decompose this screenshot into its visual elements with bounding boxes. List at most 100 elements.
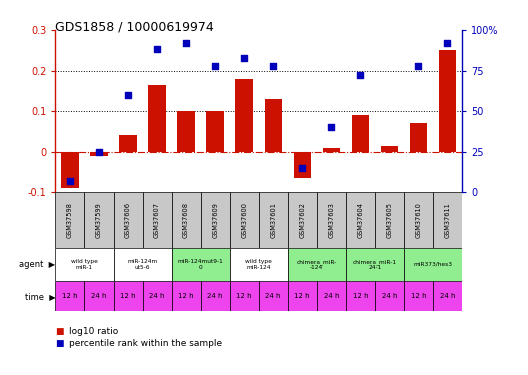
Bar bbox=[177, 111, 195, 152]
Text: 12 h: 12 h bbox=[353, 293, 368, 299]
Point bbox=[443, 40, 451, 46]
Text: miR-124mut9-1
0: miR-124mut9-1 0 bbox=[178, 259, 223, 270]
Text: GSM37602: GSM37602 bbox=[299, 202, 305, 238]
Bar bbox=[172, 192, 201, 248]
Text: miR373/hes3: miR373/hes3 bbox=[413, 262, 452, 267]
Bar bbox=[288, 192, 317, 248]
Bar bbox=[55, 281, 84, 311]
Bar bbox=[172, 248, 230, 281]
Point bbox=[327, 124, 336, 130]
Text: 24 h: 24 h bbox=[208, 293, 223, 299]
Bar bbox=[294, 152, 311, 178]
Text: agent  ▶: agent ▶ bbox=[20, 260, 55, 269]
Text: miR-124m
ut5-6: miR-124m ut5-6 bbox=[127, 259, 158, 270]
Bar bbox=[84, 281, 114, 311]
Point bbox=[356, 72, 364, 78]
Bar bbox=[317, 192, 346, 248]
Point bbox=[153, 46, 162, 53]
Bar bbox=[201, 281, 230, 311]
Bar bbox=[259, 192, 288, 248]
Point bbox=[124, 92, 132, 98]
Bar bbox=[265, 99, 282, 152]
Text: 12 h: 12 h bbox=[411, 293, 426, 299]
Text: 24 h: 24 h bbox=[266, 293, 281, 299]
Text: 24 h: 24 h bbox=[440, 293, 455, 299]
Bar bbox=[61, 152, 79, 188]
Bar bbox=[90, 152, 108, 156]
Text: GSM37611: GSM37611 bbox=[445, 202, 450, 238]
Bar bbox=[346, 192, 375, 248]
Bar bbox=[114, 248, 172, 281]
Bar bbox=[119, 135, 137, 152]
Text: GSM37604: GSM37604 bbox=[357, 202, 363, 238]
Text: 12 h: 12 h bbox=[120, 293, 136, 299]
Text: 12 h: 12 h bbox=[295, 293, 310, 299]
Text: ■: ■ bbox=[55, 327, 64, 336]
Bar bbox=[410, 123, 427, 152]
Point bbox=[95, 148, 103, 154]
Bar bbox=[346, 248, 404, 281]
Bar bbox=[148, 85, 166, 152]
Text: chimera_miR-
-124: chimera_miR- -124 bbox=[297, 259, 337, 270]
Bar bbox=[433, 192, 462, 248]
Text: GDS1858 / 10000619974: GDS1858 / 10000619974 bbox=[55, 21, 214, 34]
Text: chimera_miR-1
24-1: chimera_miR-1 24-1 bbox=[353, 259, 397, 270]
Bar bbox=[317, 281, 346, 311]
Text: GSM37601: GSM37601 bbox=[270, 202, 276, 238]
Bar bbox=[201, 192, 230, 248]
Bar bbox=[288, 248, 346, 281]
Bar bbox=[381, 146, 398, 152]
Point bbox=[65, 178, 74, 184]
Text: ■: ■ bbox=[55, 339, 64, 348]
Point bbox=[211, 63, 220, 69]
Bar bbox=[346, 281, 375, 311]
Text: wild type
miR-124: wild type miR-124 bbox=[246, 259, 272, 270]
Point bbox=[298, 165, 306, 171]
Text: 24 h: 24 h bbox=[91, 293, 107, 299]
Text: 12 h: 12 h bbox=[237, 293, 252, 299]
Bar bbox=[404, 192, 433, 248]
Bar bbox=[206, 111, 224, 152]
Text: GSM37606: GSM37606 bbox=[125, 202, 131, 238]
Point bbox=[240, 55, 248, 61]
Text: 24 h: 24 h bbox=[382, 293, 397, 299]
Text: wild type
miR-1: wild type miR-1 bbox=[71, 259, 98, 270]
Point bbox=[182, 40, 191, 46]
Bar bbox=[84, 192, 114, 248]
Bar bbox=[404, 248, 462, 281]
Bar bbox=[172, 281, 201, 311]
Bar bbox=[114, 192, 143, 248]
Bar bbox=[235, 79, 253, 152]
Text: time  ▶: time ▶ bbox=[25, 291, 55, 300]
Bar bbox=[352, 115, 369, 152]
Bar bbox=[433, 281, 462, 311]
Bar bbox=[55, 248, 114, 281]
Point bbox=[269, 63, 278, 69]
Text: GSM37603: GSM37603 bbox=[328, 202, 334, 238]
Bar bbox=[323, 148, 340, 152]
Text: GSM37600: GSM37600 bbox=[241, 202, 247, 238]
Text: GSM37607: GSM37607 bbox=[154, 202, 160, 238]
Bar bbox=[375, 192, 404, 248]
Text: GSM37610: GSM37610 bbox=[416, 202, 421, 238]
Text: GSM37599: GSM37599 bbox=[96, 202, 102, 238]
Bar bbox=[143, 192, 172, 248]
Text: 24 h: 24 h bbox=[324, 293, 339, 299]
Bar bbox=[55, 192, 84, 248]
Bar bbox=[230, 281, 259, 311]
Bar bbox=[259, 281, 288, 311]
Text: 12 h: 12 h bbox=[62, 293, 78, 299]
Bar bbox=[230, 248, 288, 281]
Point bbox=[414, 63, 422, 69]
Bar bbox=[404, 281, 433, 311]
Bar bbox=[439, 50, 456, 152]
Bar bbox=[143, 281, 172, 311]
Bar bbox=[375, 281, 404, 311]
Text: 24 h: 24 h bbox=[149, 293, 165, 299]
Text: GSM37609: GSM37609 bbox=[212, 202, 218, 238]
Text: GSM37608: GSM37608 bbox=[183, 202, 189, 238]
Text: GSM37598: GSM37598 bbox=[67, 202, 73, 238]
Text: GSM37605: GSM37605 bbox=[386, 202, 392, 238]
Text: log10 ratio: log10 ratio bbox=[69, 327, 118, 336]
Bar bbox=[114, 281, 143, 311]
